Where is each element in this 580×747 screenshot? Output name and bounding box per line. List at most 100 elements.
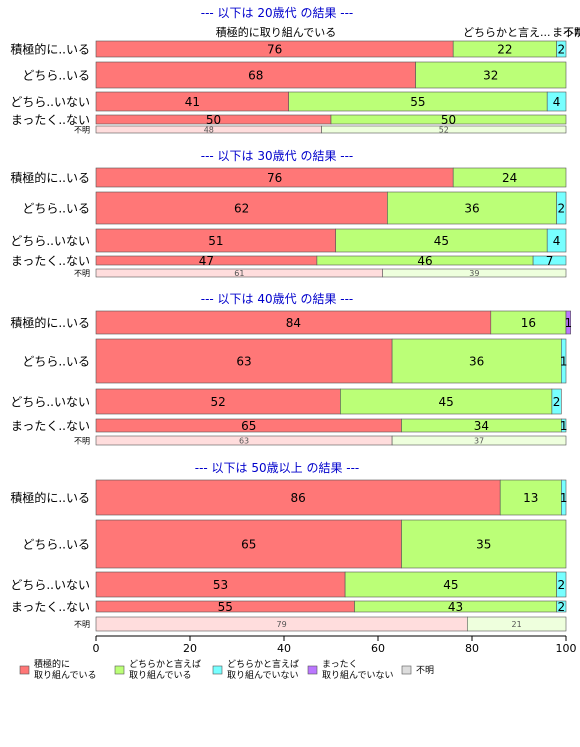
row-somewhat: どちら..いる 65 35 [22,519,567,569]
row-label: 積極的に..いる [10,42,90,57]
bar-value-label: 2 [557,202,565,216]
bar-value-label: 46 [417,254,432,268]
panels-layer: --- 以下は 20歳代 の結果 ---積極的に..いる 76 22 2どちら..いる… [10,6,572,632]
bar-value-label: 1 [560,419,568,433]
bar-value-label: 45 [443,578,458,592]
bar-value-label: 7 [546,254,554,268]
legend-label: どちらかと言えば [227,658,299,670]
row-label: どちら..いない [10,95,90,109]
row-label: どちら..いる [22,538,90,552]
row-not-at-all: まったく..ない 55 43 2 [11,600,567,614]
row-label: まったく..ない [11,254,90,268]
row-positive: 積極的に..いる 76 24 [10,167,567,188]
bar-value-label: 1 [560,355,568,369]
header-label-col4: 不明 [563,26,580,39]
row-somewhat-not: どちら..いない 51 45 4 [10,228,567,253]
bar-value-label: 43 [448,600,463,614]
bar-segment [330,114,567,125]
bar-segment [321,125,567,134]
x-tick-label: 80 [465,642,479,655]
row-label: どちら..いる [22,202,90,216]
bar-value-label: 32 [483,69,498,83]
bar-segment [560,479,567,516]
bar-segment [415,61,567,89]
bar-segment [382,268,567,278]
header-label-col2: どちらかと言え... [463,26,551,39]
panel-1: --- 以下は 20歳代 の結果 ---積極的に..いる 76 22 2どちら..いる… [10,6,567,135]
bar-segment [95,338,393,384]
bar-value-label: 55 [218,600,233,614]
legend-label: 取り組んでいる [34,669,97,681]
bar-value-label: 84 [286,316,301,330]
bar-value-label: 86 [290,491,305,505]
bar-segment [340,388,553,415]
bar-value-label: 1 [565,316,573,330]
bar-segment [532,255,567,266]
row-label: どちら..いる [22,355,90,369]
bar-value-label: 65 [241,419,256,433]
bar-value-label: 2 [553,395,561,409]
legend: 積極的に取り組んでいるどちらかと言えば取り組んでいるどちらかと言えば取り組んでい… [19,658,434,681]
row-positive: 積極的に..いる 86 13 1 [10,479,568,516]
x-tick-label: 40 [277,642,291,655]
bar-value-label: 45 [434,234,449,248]
legend-swatch [19,665,30,675]
row-somewhat-not: どちら..いない 41 55 4 [10,91,567,112]
bar-value-label: 79 [277,620,287,629]
row-somewhat: どちら..いる 63 36 1 [22,338,568,384]
bar-segment [95,571,346,598]
header-label-col1: 積極的に取り組んでいる [216,25,336,39]
row-somewhat-not: どちら..いない 52 45 2 [10,388,562,415]
legend-swatch [401,665,412,675]
bar-segment [391,435,567,446]
row-somewhat: どちら..いる 68 32 [22,61,567,89]
row-label: どちら..いない [10,234,90,248]
bar-value-label: 2 [557,578,565,592]
bar-segment [556,191,567,225]
bar-value-label: 2 [557,43,565,57]
legend-label: どちらかと言えば [129,658,201,670]
panel-4: --- 以下は 50歳以上 の結果 --- 積極的に..いる 86 13 1 どちら..い… [10,461,568,632]
row-unknown: 不明 79 21 [74,616,567,632]
legend-label: 取り組んでいる [129,669,192,681]
bar-segment [556,600,567,613]
bar-value-label: 4 [553,234,561,248]
bar-segment [560,338,567,384]
bar-segment [95,479,501,516]
row-label: どちら..いない [10,395,90,409]
bar-segment [466,616,567,632]
row-label: まったく..ない [11,113,90,127]
legend-swatch [307,665,318,675]
row-label: どちら..いない [10,578,90,592]
legend-label: 積極的に [34,658,70,670]
bar-value-label: 68 [248,69,263,83]
bar-value-label: 76 [267,171,282,185]
legend-item: 積極的に取り組んでいる [19,658,97,681]
row-label: 積極的に..いる [10,490,90,505]
bar-value-label: 13 [523,491,538,505]
row-label: 不明 [74,620,90,629]
row-somewhat: どちら..いる 62 36 2 [22,191,567,225]
bar-segment [560,418,567,433]
bar-value-label: 61 [234,269,244,278]
panel-3: --- 以下は 40歳代 の結果 ---積極的に..いる 84 16 1どちら..いる… [10,292,572,446]
panel-title: --- 以下は 40歳代 の結果 --- [201,292,354,306]
legend-label: 取り組んでいない [322,669,394,681]
bar-value-label: 50 [206,113,221,127]
bar-segment [95,388,341,415]
bar-value-label: 1 [560,491,568,505]
legend-item: 不明 [401,665,434,676]
bar-value-label: 63 [239,437,249,446]
bar-value-label: 37 [474,437,484,446]
bar-value-label: 53 [213,578,228,592]
bar-value-label: 39 [469,269,479,278]
bar-value-label: 4 [553,95,561,109]
bar-value-label: 36 [464,202,479,216]
row-label: 積極的に..いる [10,315,90,330]
row-positive: 積極的に..いる 76 22 2 [10,40,567,58]
bar-value-label: 63 [236,355,251,369]
panel-title: --- 以下は 30歳代 の結果 --- [201,149,354,163]
